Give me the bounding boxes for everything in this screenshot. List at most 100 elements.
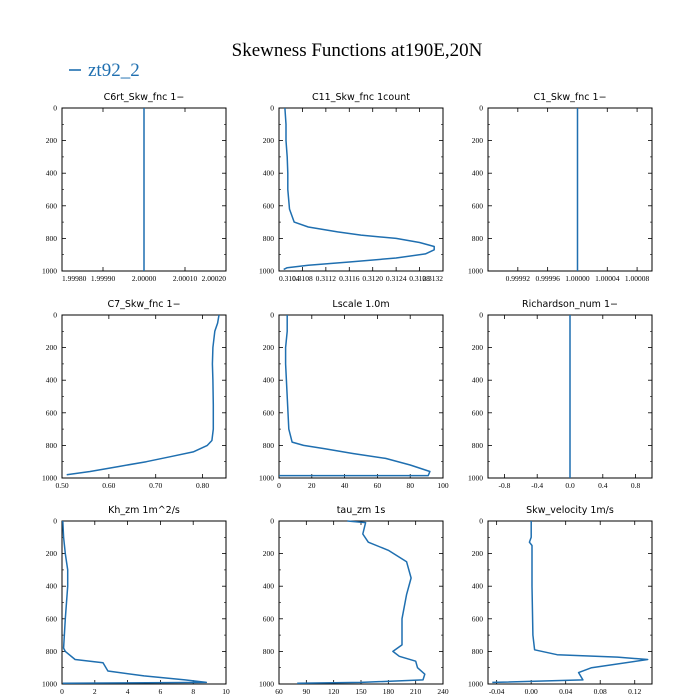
x-tick-label: 90 [303,687,311,696]
x-tick-label: 0.99996 [535,274,560,283]
y-tick-label: 600 [263,614,275,623]
chart-panel: Skw_velocity 1m/s 0 200 400 600 800 1000 -0.04 0… [468,505,653,696]
x-tick-label: 120 [328,687,340,696]
y-tick-label: 600 [46,408,58,417]
chart-panel: C6rt_Skw_fnc 1− 0 200 400 600 800 1000 1.99980 1… [42,92,227,283]
plot-frame [487,520,653,685]
x-tick-label: 40 [341,481,349,490]
legend-label: zt92_2 [88,60,140,81]
y-tick-label: 800 [46,234,58,243]
y-tick-label: 1000 [259,474,274,483]
y-tick-label: 0 [53,517,57,526]
y-tick-label: 600 [472,201,484,210]
chart-panel: C1_Skw_fnc 1− 0 200 400 600 800 1000 0.99992 0.9… [468,92,653,283]
panel-title: C7_Skw_fnc 1− [107,299,180,310]
panel-title: tau_zm 1s [337,505,386,516]
x-tick-label: 240 [437,687,449,696]
y-tick-label: 400 [263,376,275,385]
y-tick-label: 400 [263,582,275,591]
x-tick-label: 210 [410,687,422,696]
y-tick-label: 800 [472,234,484,243]
y-tick-label: 1000 [468,267,483,276]
x-tick-label: 1.99990 [91,274,116,283]
chart-panel: C11_Skw_fnc 1count 0 200 400 600 800 1000 0.310… [259,92,444,283]
series-line [283,107,435,271]
y-tick-label: 200 [472,136,484,145]
x-tick-label: 180 [383,687,395,696]
y-tick-label: 400 [46,582,58,591]
y-tick-label: 1000 [468,474,483,483]
x-tick-label: 0.99992 [506,274,531,283]
y-tick-label: 200 [472,549,484,558]
x-tick-label: 0.3112 [316,274,337,283]
x-tick-label: -0.04 [489,687,505,696]
x-tick-label: 0 [60,687,64,696]
x-tick-label: 0.3108 [292,274,313,283]
series-line [297,520,426,684]
x-tick-label: 0.3104 [279,274,300,283]
x-tick-label: 1.00000 [565,274,590,283]
y-tick-label: 0 [479,104,483,113]
x-tick-label: 1.00004 [595,274,620,283]
panel-title: Richardson_num 1− [522,299,618,310]
x-tick-label: 60 [275,687,283,696]
x-tick-label: 2.00010 [173,274,198,283]
x-tick-label: 0.3116 [339,274,360,283]
x-tick-label: 0 [277,481,281,490]
y-tick-label: 800 [46,647,58,656]
y-tick-label: 200 [263,343,275,352]
x-tick-label: 2 [93,687,97,696]
x-tick-label: 4 [126,687,130,696]
x-tick-label: 0.3128 [409,274,430,283]
y-tick-label: 800 [263,441,275,450]
panel-title: C11_Skw_fnc 1count [312,92,410,103]
x-tick-label: 10 [222,687,230,696]
x-tick-label: 0.0 [565,481,575,490]
figure-title: Skewness Functions at190E,20N [232,40,483,61]
y-tick-label: 600 [46,614,58,623]
series-line [62,520,208,684]
y-tick-label: 800 [263,234,275,243]
y-tick-label: 800 [472,647,484,656]
x-tick-label: 0.3132 [422,274,443,283]
x-tick-label: 0.60 [102,481,115,490]
x-tick-label: 6 [159,687,163,696]
plot-frame [278,107,444,272]
y-tick-label: 0 [270,517,274,526]
x-tick-label: 1.00008 [625,274,650,283]
y-tick-label: 1000 [259,680,274,689]
x-tick-label: 2.00020 [202,274,227,283]
legend: zt92_2 [69,60,140,81]
chart-panel: Richardson_num 1− 0 200 400 600 800 1000 -0.8 -0… [468,299,653,490]
y-tick-label: 1000 [259,267,274,276]
y-tick-label: 200 [46,549,58,558]
y-tick-label: 800 [472,441,484,450]
y-tick-label: 0 [53,104,57,113]
x-tick-label: 0.08 [594,687,607,696]
y-tick-label: 200 [472,343,484,352]
y-tick-label: 600 [263,201,275,210]
y-tick-label: 400 [46,169,58,178]
y-tick-label: 1000 [42,680,57,689]
x-tick-label: 1.99980 [62,274,87,283]
y-tick-label: 1000 [42,474,57,483]
x-tick-label: 0.80 [196,481,209,490]
x-tick-label: 100 [437,481,449,490]
y-tick-label: 400 [472,169,484,178]
y-tick-label: 0 [479,311,483,320]
y-tick-label: 1000 [42,267,57,276]
x-tick-label: -0.4 [531,481,543,490]
plot-frame [487,107,653,272]
panel-title: Kh_zm 1m^2/s [108,505,180,516]
x-tick-label: 80 [406,481,414,490]
panel-title: Skw_velocity 1m/s [526,505,614,516]
y-tick-label: 200 [263,136,275,145]
x-tick-label: 8 [191,687,195,696]
y-tick-label: 400 [472,582,484,591]
panel-title: C6rt_Skw_fnc 1− [104,92,185,103]
